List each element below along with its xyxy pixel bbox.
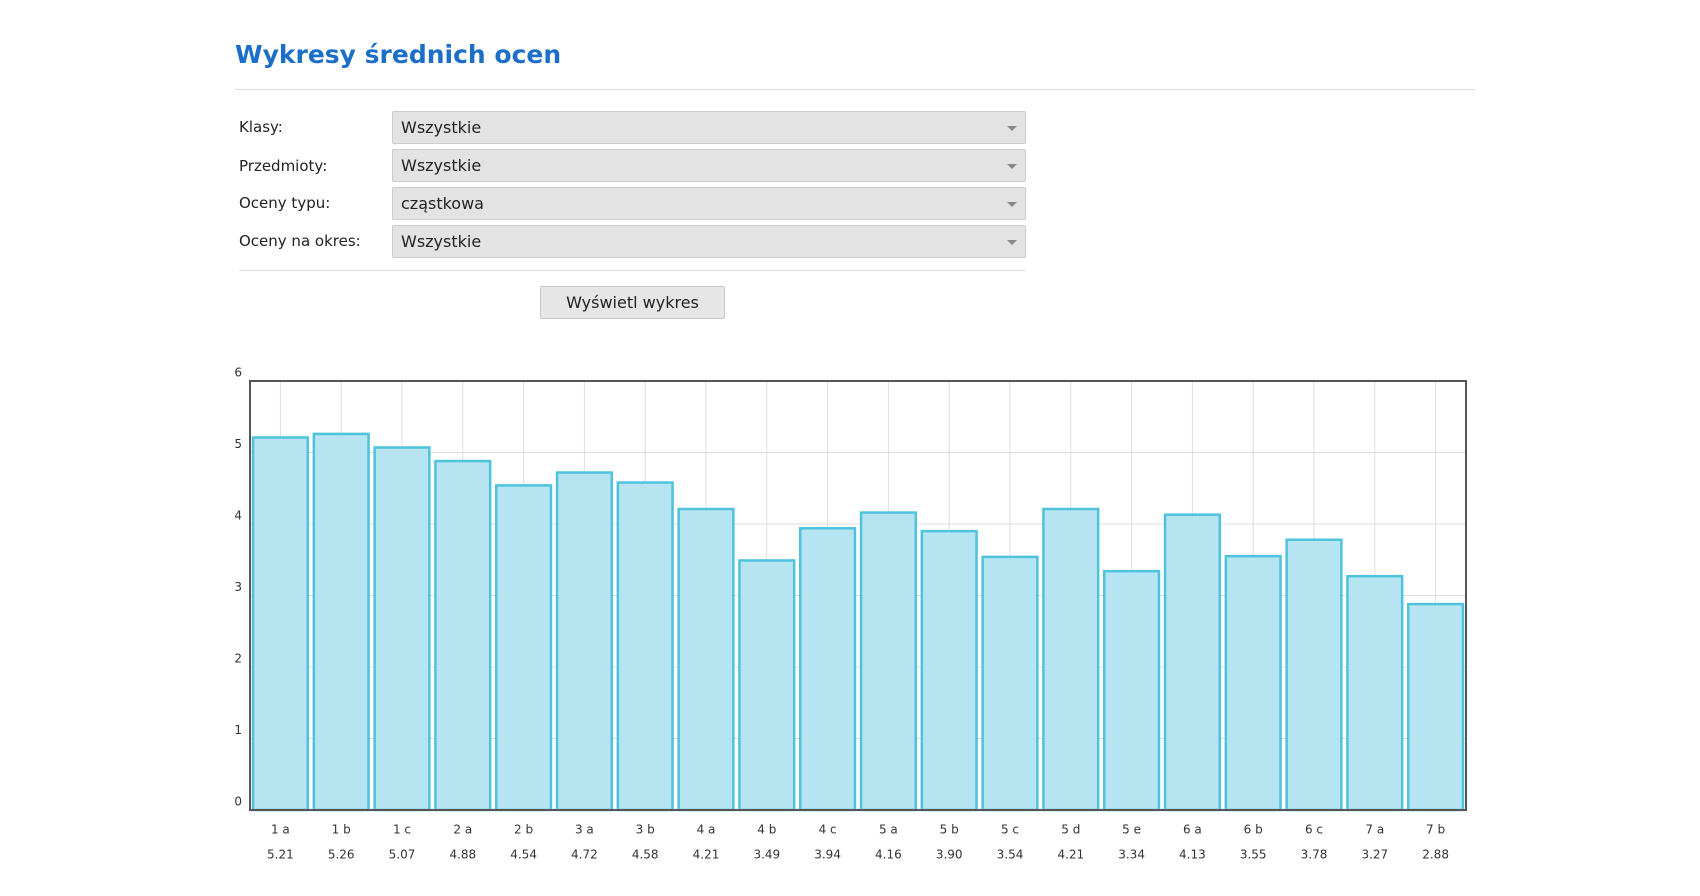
x-tick-label: 1 b	[332, 823, 351, 837]
value-label: 4.13	[1179, 848, 1206, 862]
value-label: 4.88	[449, 848, 476, 862]
y-tick-label: 2	[234, 652, 242, 666]
bar	[1346, 574, 1404, 812]
y-tick-label: 6	[234, 366, 242, 380]
x-tick-label: 1 a	[271, 823, 290, 837]
field-label: Klasy:	[239, 118, 283, 136]
value-label: 2.88	[1422, 848, 1449, 862]
select[interactable]: Wszystkie	[392, 111, 1026, 144]
bar	[555, 471, 614, 812]
y-tick-label: 5	[234, 437, 242, 451]
bar	[1042, 507, 1100, 812]
show-chart-button[interactable]: Wyświetl wykres	[540, 286, 725, 319]
page-title: Wykresy średnich ocen	[235, 40, 562, 69]
value-label: 3.49	[753, 848, 780, 862]
bar	[859, 511, 918, 812]
y-tick-label: 4	[234, 509, 242, 523]
x-tick-label: 5 d	[1061, 823, 1080, 837]
value-label: 4.16	[875, 848, 902, 862]
bar	[373, 446, 431, 812]
y-tick-label: 1	[234, 723, 242, 737]
value-label: 3.34	[1118, 848, 1145, 862]
x-tick-label: 3 b	[636, 823, 655, 837]
x-tick-label: 4 b	[757, 823, 776, 837]
bar	[251, 436, 310, 812]
bar	[738, 559, 796, 812]
plot-frame	[249, 380, 1467, 811]
bar	[920, 529, 978, 812]
bar	[312, 432, 370, 812]
value-label: 3.55	[1240, 848, 1267, 862]
x-tick-label: 5 c	[1001, 823, 1019, 837]
x-tick-label: 1 c	[393, 823, 411, 837]
bar	[616, 481, 674, 812]
bar	[1285, 538, 1343, 812]
value-label: 5.07	[389, 848, 416, 862]
bar	[677, 507, 735, 812]
x-tick-label: 5 a	[879, 823, 898, 837]
bar	[1102, 569, 1161, 812]
x-tick-label: 7 b	[1426, 823, 1445, 837]
value-label: 3.90	[936, 848, 963, 862]
value-label: 4.21	[1057, 848, 1084, 862]
bar	[1406, 602, 1465, 812]
x-tick-label: 3 a	[575, 823, 594, 837]
value-label: 3.78	[1301, 848, 1328, 862]
field-label: Oceny typu:	[239, 194, 331, 212]
y-tick-label: 0	[234, 795, 242, 809]
value-label: 4.21	[693, 848, 720, 862]
x-tick-label: 7 a	[1365, 823, 1384, 837]
value-label: 4.54	[510, 848, 537, 862]
bar	[1163, 513, 1222, 812]
divider	[239, 270, 1026, 271]
select[interactable]: Wszystkie	[392, 149, 1026, 182]
select[interactable]: cząstkowa	[392, 187, 1026, 220]
field-label: Przedmioty:	[239, 157, 328, 175]
value-label: 3.27	[1361, 848, 1388, 862]
bar	[494, 484, 553, 812]
x-tick-label: 4 a	[697, 823, 716, 837]
x-tick-label: 2 b	[514, 823, 533, 837]
x-tick-label: 6 c	[1305, 823, 1323, 837]
value-label: 3.94	[814, 848, 841, 862]
value-label: 4.72	[571, 848, 598, 862]
value-label: 5.21	[267, 848, 294, 862]
y-tick-label: 3	[234, 580, 242, 594]
x-tick-label: 2 a	[453, 823, 472, 837]
bar	[798, 527, 857, 812]
select[interactable]: Wszystkie	[392, 225, 1026, 258]
x-tick-label: 6 b	[1244, 823, 1263, 837]
value-label: 3.54	[997, 848, 1024, 862]
bar	[434, 459, 492, 812]
x-tick-label: 5 b	[940, 823, 959, 837]
field-label: Oceny na okres:	[239, 232, 361, 250]
x-tick-label: 4 c	[819, 823, 837, 837]
divider	[235, 89, 1475, 90]
x-tick-label: 6 a	[1183, 823, 1202, 837]
x-tick-label: 5 e	[1122, 823, 1141, 837]
value-label: 5.26	[328, 848, 355, 862]
value-label: 4.58	[632, 848, 659, 862]
bar	[981, 555, 1039, 812]
bar	[1224, 554, 1282, 812]
